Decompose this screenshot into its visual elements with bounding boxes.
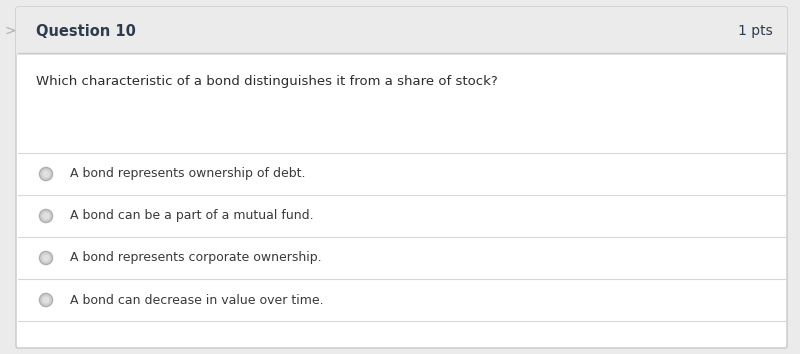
Ellipse shape — [42, 255, 50, 262]
Bar — [18, 31, 785, 53]
Text: A bond can decrease in value over time.: A bond can decrease in value over time. — [70, 293, 324, 307]
Ellipse shape — [42, 212, 50, 219]
Ellipse shape — [39, 251, 53, 264]
Text: A bond can be a part of a mutual fund.: A bond can be a part of a mutual fund. — [70, 210, 314, 223]
Ellipse shape — [39, 293, 53, 307]
Text: >: > — [4, 24, 16, 38]
Text: Question 10: Question 10 — [36, 23, 136, 39]
Ellipse shape — [39, 167, 53, 181]
Ellipse shape — [42, 296, 50, 304]
Text: 1 pts: 1 pts — [738, 24, 773, 38]
FancyBboxPatch shape — [16, 7, 787, 55]
Ellipse shape — [39, 210, 53, 223]
Text: A bond represents corporate ownership.: A bond represents corporate ownership. — [70, 251, 322, 264]
Ellipse shape — [42, 170, 50, 178]
Text: A bond represents ownership of debt.: A bond represents ownership of debt. — [70, 167, 306, 181]
FancyBboxPatch shape — [16, 7, 787, 348]
Text: Which characteristic of a bond distinguishes it from a share of stock?: Which characteristic of a bond distingui… — [36, 75, 498, 88]
